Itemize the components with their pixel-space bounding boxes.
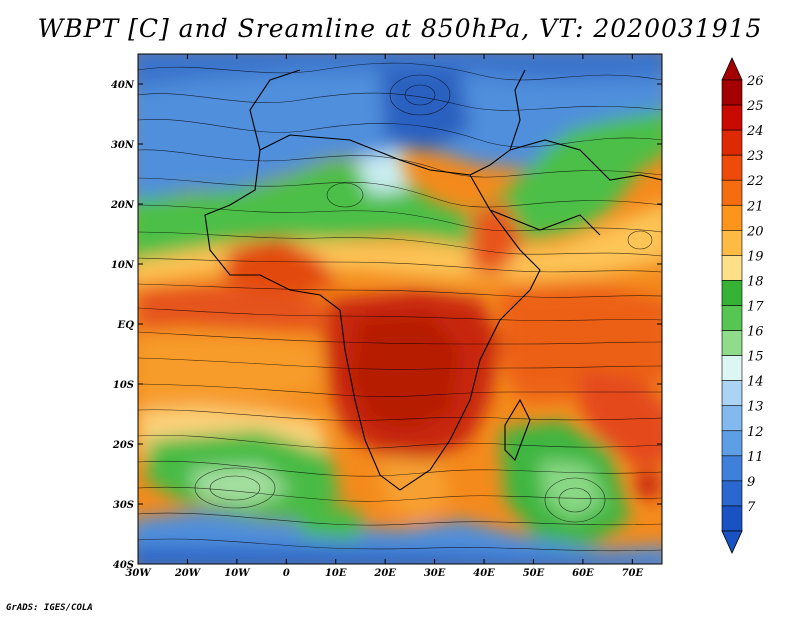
colorbar-segment [721,154,743,181]
colorbar-segment [721,405,743,432]
colorbar-label: 11 [747,450,764,465]
colorbar-label: 12 [747,425,764,440]
lat-tick-label: 40S [113,560,134,571]
colorbar-segment [721,280,743,306]
wbpt-field [138,54,662,564]
colorbar-segment [721,129,743,156]
colorbar-segment [721,380,743,407]
map-axes: 30W 20W 10W 0 10E 20E 30E 40E 50E 60E 70E 40N 30N 20N… [110,53,663,579]
colorbar-label: 26 [746,74,764,89]
colorbar-label: 16 [747,325,764,340]
lon-tick-label: 0 [283,568,290,579]
colorbar-segment [721,104,743,131]
colorbar-segment [721,330,743,356]
lon-tick-label: 60E [572,568,594,579]
coastlines [204,69,662,491]
lon-tick-label: 50E [523,568,545,579]
colorbar-segment [721,455,743,482]
colorbar-bottom-arrow [721,530,743,554]
colorbar-label: 17 [747,300,764,315]
colorbar-label: 9 [747,475,755,490]
colorbar-label: 21 [746,199,764,214]
colorbar-label: 15 [747,350,764,365]
map-title: WBPT [C] and Sreamline at 850hPa, VT: 20… [37,14,763,43]
colorbar-label: 25 [746,99,764,114]
colorbar-segment [721,305,743,331]
colorbar-segment [721,179,743,206]
lon-tick-label: 10E [325,568,347,579]
lon-tick-label: 20E [373,568,396,579]
colorbar-segment [721,505,743,532]
lon-tick-label: 70E [622,568,644,579]
lon-tick-label: 10W [224,568,251,579]
lat-tick-label: 30N [111,140,135,151]
lon-tick-label: 20W [174,568,202,579]
colorbar-label: 24 [746,124,764,139]
colorbar-segment [721,204,743,231]
colorbar-label: 22 [746,174,764,189]
colorbar-segment [721,255,743,281]
colorbar-label: 13 [747,400,764,415]
colorbar-segment [721,355,743,381]
lat-tick-label: 20S [112,440,134,451]
colorbar-segment [721,79,743,106]
lat-tick-label: EQ [117,320,135,331]
lat-tick-label: 30S [113,500,134,511]
lon-tick-label: 30E [424,568,446,579]
lon-tick-label: 40E [473,568,495,579]
grads-credit: GrADS: IGES/COLA [6,603,93,613]
colorbar-label: 19 [747,249,764,264]
lat-tick-label: 40N [111,80,135,91]
colorbar-segment [721,430,743,457]
colorbar-label: 14 [747,375,764,390]
colorbar-label: 7 [747,500,756,515]
lat-tick-label: 10S [113,380,134,391]
streamlines [138,62,662,552]
colorbar-label: 20 [746,224,764,239]
colorbar: 26 25 24 23 22 21 20 19 18 17 16 15 14 13 12 11 9 7 [721,57,764,554]
lat-tick-label: 10N [111,260,135,271]
colorbar-top-arrow [721,57,743,81]
lat-tick-label: 20N [110,200,135,211]
lon-tick-label: 30W [125,568,152,579]
colorbar-segment [721,230,743,256]
colorbar-label: 18 [747,274,764,289]
colorbar-label: 23 [746,149,764,164]
plot-frame [137,53,663,565]
colorbar-segment [721,480,743,507]
